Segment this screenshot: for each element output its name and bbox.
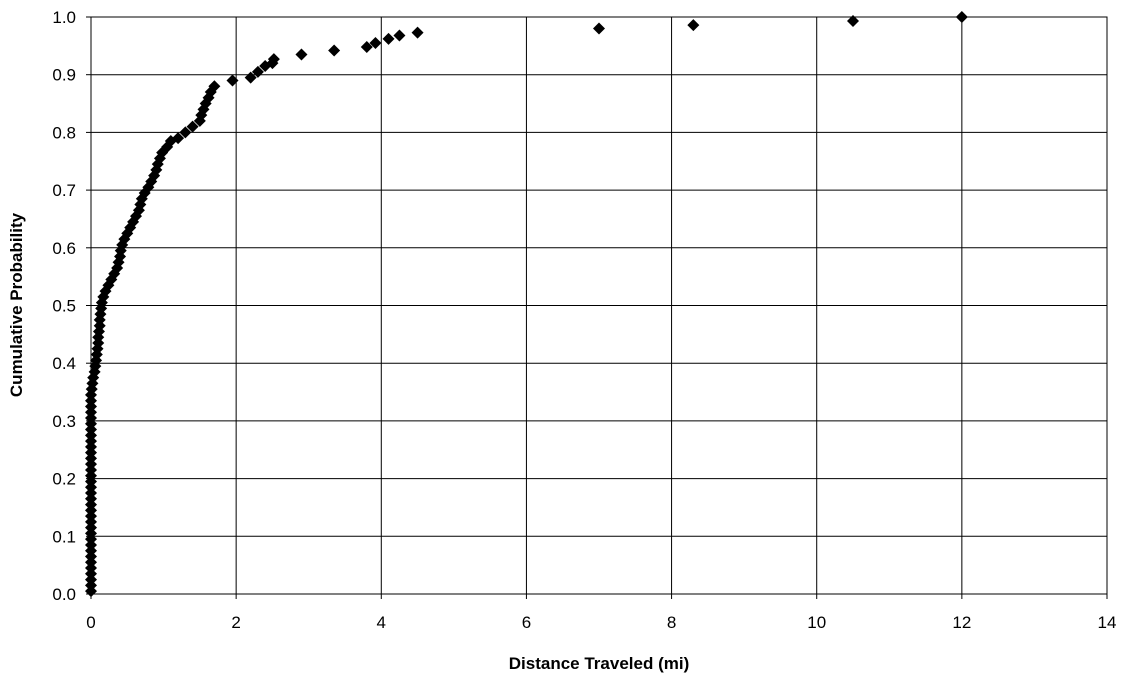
data-point [179, 126, 192, 139]
y-tick-label: 0.7 [52, 181, 76, 200]
x-tick-label: 14 [1098, 613, 1117, 632]
data-points [85, 11, 968, 598]
x-tick-label: 10 [807, 613, 826, 632]
x-tick-label: 6 [522, 613, 531, 632]
x-tick-label: 8 [667, 613, 676, 632]
y-tick-label: 0.9 [52, 66, 76, 85]
data-point [382, 32, 395, 45]
data-point [393, 29, 406, 42]
y-axis-ticks: 0.0 0.1 0.2 0.3 0.4 0.5 0.6 0.7 0.8 0.9 1.0 [52, 8, 91, 604]
data-point [116, 238, 129, 251]
data-point [847, 15, 859, 28]
data-point [186, 120, 199, 133]
x-tick-label: 2 [231, 613, 240, 632]
y-tick-label: 0.1 [52, 527, 76, 546]
x-axis-title: Distance Traveled (mi) [509, 654, 689, 673]
y-tick-label: 0.8 [52, 123, 76, 142]
data-point [328, 44, 341, 57]
y-tick-label: 0.3 [52, 412, 76, 431]
data-point [172, 132, 185, 145]
gridlines [90, 16, 1108, 595]
data-point [208, 80, 221, 93]
data-point [593, 22, 605, 35]
data-point [267, 53, 280, 66]
data-point [226, 74, 239, 87]
y-tick-label: 0.5 [52, 297, 76, 316]
x-axis-ticks: 0 2 4 6 8 10 12 14 [86, 594, 1116, 632]
y-tick-label: 0.4 [52, 354, 76, 373]
y-tick-label: 1.0 [52, 8, 76, 27]
y-tick-label: 0.2 [52, 470, 76, 489]
data-point [121, 227, 134, 240]
y-tick-label: 0.6 [52, 239, 76, 258]
data-point [251, 65, 264, 78]
y-axis-title: Cumulative Probability [7, 212, 26, 397]
data-point [411, 26, 424, 39]
y-tick-label: 0.0 [52, 585, 76, 604]
x-tick-label: 12 [952, 613, 971, 632]
data-point [244, 71, 257, 84]
data-point [687, 19, 700, 32]
data-point [955, 11, 968, 23]
x-tick-label: 4 [377, 613, 386, 632]
data-point [369, 36, 382, 49]
data-point [295, 48, 308, 61]
data-point [360, 41, 373, 54]
x-tick-label: 0 [86, 613, 95, 632]
